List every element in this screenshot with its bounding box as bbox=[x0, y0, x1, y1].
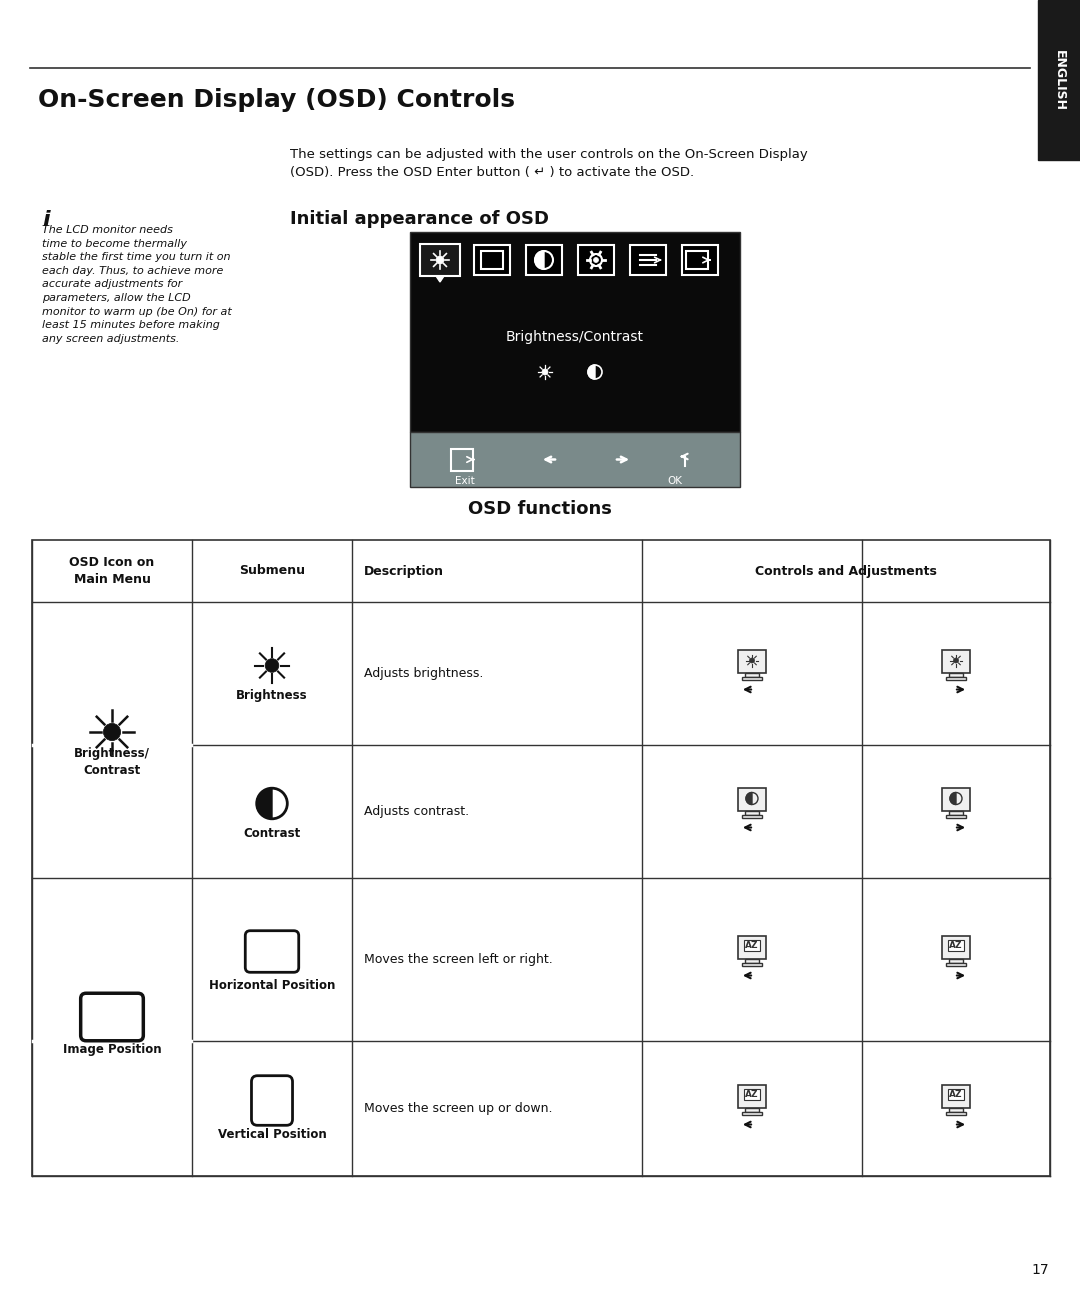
Bar bbox=[946, 815, 966, 818]
Text: Horizontal Position: Horizontal Position bbox=[208, 980, 335, 993]
Bar bbox=[738, 650, 767, 673]
Bar bbox=[745, 673, 759, 677]
Bar bbox=[578, 246, 615, 276]
Text: AZ: AZ bbox=[745, 1091, 759, 1100]
Text: i: i bbox=[42, 210, 50, 230]
Bar bbox=[949, 673, 963, 677]
Bar bbox=[474, 246, 510, 276]
Text: AZ: AZ bbox=[949, 942, 962, 949]
Polygon shape bbox=[950, 793, 956, 804]
Text: 17: 17 bbox=[1031, 1263, 1049, 1277]
Text: Brightness/
Contrast: Brightness/ Contrast bbox=[75, 747, 150, 777]
Circle shape bbox=[436, 256, 444, 264]
Bar bbox=[946, 963, 966, 965]
Text: OK: OK bbox=[667, 475, 683, 486]
Circle shape bbox=[104, 724, 121, 741]
Polygon shape bbox=[746, 793, 752, 804]
Bar bbox=[742, 677, 761, 679]
Bar bbox=[742, 963, 761, 965]
Bar bbox=[745, 811, 759, 815]
Text: OSD functions: OSD functions bbox=[468, 500, 612, 518]
Bar bbox=[742, 815, 761, 818]
Text: Moves the screen left or right.: Moves the screen left or right. bbox=[364, 953, 553, 966]
Bar bbox=[686, 251, 708, 269]
Bar bbox=[451, 448, 473, 470]
Bar bbox=[942, 650, 971, 673]
Bar bbox=[681, 246, 718, 276]
Bar bbox=[410, 232, 740, 432]
Text: Exit: Exit bbox=[455, 475, 475, 486]
Bar bbox=[946, 677, 966, 679]
Bar bbox=[32, 539, 1050, 1175]
Bar bbox=[946, 1111, 966, 1115]
Text: Initial appearance of OSD: Initial appearance of OSD bbox=[291, 210, 549, 229]
Text: ENGLISH: ENGLISH bbox=[1053, 50, 1066, 111]
Bar bbox=[949, 959, 963, 963]
Text: AZ: AZ bbox=[745, 942, 759, 949]
Bar bbox=[526, 246, 562, 276]
Text: On-Screen Display (OSD) Controls: On-Screen Display (OSD) Controls bbox=[38, 88, 515, 112]
Bar bbox=[1038, 0, 1080, 161]
Text: Adjusts contrast.: Adjusts contrast. bbox=[364, 804, 469, 818]
Polygon shape bbox=[436, 276, 444, 282]
Circle shape bbox=[594, 257, 598, 263]
Bar bbox=[630, 246, 666, 276]
Bar bbox=[745, 1107, 759, 1111]
Text: Moves the screen up or down.: Moves the screen up or down. bbox=[364, 1102, 553, 1115]
Bar bbox=[481, 251, 503, 269]
Circle shape bbox=[954, 658, 959, 663]
Text: Description: Description bbox=[364, 564, 444, 577]
Circle shape bbox=[542, 370, 548, 375]
Polygon shape bbox=[535, 251, 544, 269]
Text: OSD Icon on
Main Menu: OSD Icon on Main Menu bbox=[69, 556, 154, 586]
Bar bbox=[738, 789, 767, 811]
Text: The settings can be adjusted with the user controls on the On-Screen Display
(OS: The settings can be adjusted with the us… bbox=[291, 148, 808, 179]
Text: Controls and Adjustments: Controls and Adjustments bbox=[755, 564, 937, 577]
Bar bbox=[942, 1085, 971, 1107]
Circle shape bbox=[266, 658, 279, 673]
Bar bbox=[420, 244, 460, 276]
Text: Contrast: Contrast bbox=[243, 827, 300, 840]
Bar bbox=[742, 1111, 761, 1115]
Bar bbox=[410, 432, 740, 487]
Bar bbox=[949, 1107, 963, 1111]
Bar bbox=[949, 811, 963, 815]
Text: Brightness: Brightness bbox=[237, 690, 308, 703]
Text: AZ: AZ bbox=[949, 1091, 962, 1100]
Bar bbox=[738, 936, 767, 959]
Polygon shape bbox=[588, 364, 595, 379]
Text: The LCD monitor needs
time to become thermally
stable the first time you turn it: The LCD monitor needs time to become the… bbox=[42, 225, 232, 343]
Bar bbox=[738, 1085, 767, 1107]
Text: Adjusts brightness.: Adjusts brightness. bbox=[364, 667, 484, 680]
Text: Brightness/Contrast: Brightness/Contrast bbox=[507, 330, 644, 343]
Polygon shape bbox=[257, 789, 272, 819]
Circle shape bbox=[750, 658, 755, 663]
Bar bbox=[745, 959, 759, 963]
Text: Vertical Position: Vertical Position bbox=[218, 1128, 326, 1141]
Text: Submenu: Submenu bbox=[239, 564, 305, 577]
Bar bbox=[942, 789, 971, 811]
Bar bbox=[942, 936, 971, 959]
Text: Image Position: Image Position bbox=[63, 1042, 161, 1055]
